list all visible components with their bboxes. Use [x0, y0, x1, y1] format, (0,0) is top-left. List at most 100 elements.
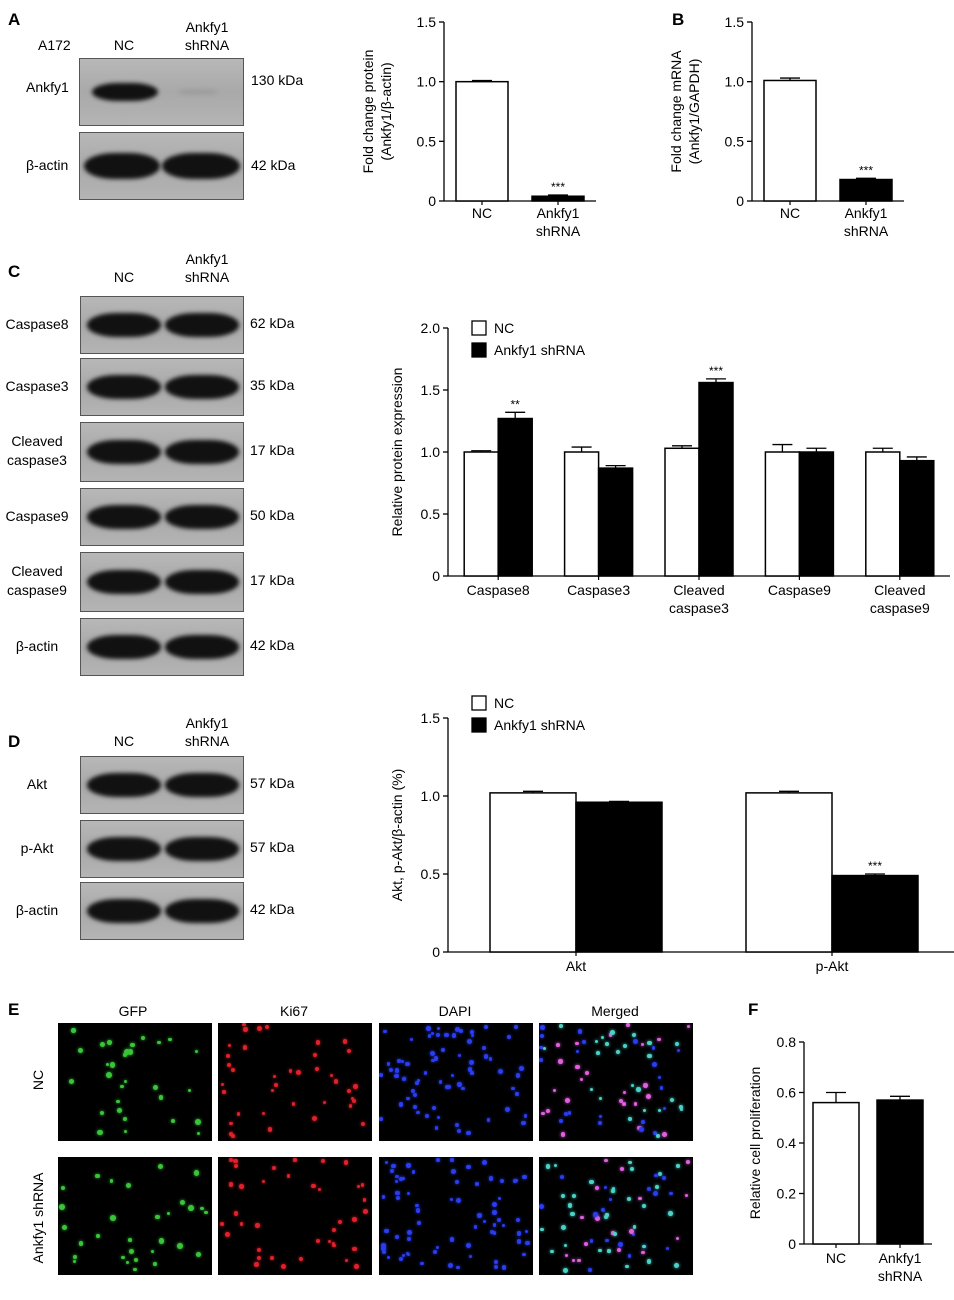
x-tick-label: NC	[780, 205, 800, 221]
x-tick-label: Ankfy1 shRNA	[536, 205, 581, 239]
panel-label-d: D	[8, 732, 21, 751]
micrograph-ki67-shrna	[218, 1157, 372, 1275]
panel-label-a: A	[8, 10, 21, 29]
y-tick-label: 1.0	[421, 788, 441, 804]
y-tick-label: 0	[428, 193, 436, 209]
significance-marker: ***	[709, 364, 723, 378]
chart-b: 0 0.5 1.0 1.5 Fold change mRNA (Ankfy1/GAPDH)…	[668, 14, 904, 239]
y-axis-label: Akt, p-Akt/β-actin (%)	[389, 769, 405, 902]
blot-strip	[80, 756, 244, 814]
kda-actin-a: 42 kDa	[251, 157, 296, 173]
kda-ankfy1: 130 kDa	[251, 72, 304, 88]
legend-swatch	[471, 695, 487, 711]
y-tick-label: 0	[432, 944, 440, 960]
x-tick-label: NC	[826, 1250, 846, 1266]
y-tick-label: 1.5	[417, 14, 437, 30]
x-tick-label: Caspase8	[467, 582, 530, 598]
kda-label: 42 kDa	[250, 637, 295, 653]
blot-label-ankfy1: Ankfy1	[26, 79, 69, 95]
blot-label: Caspase8	[5, 316, 69, 332]
x-tick-label: Cleaved caspase3	[669, 582, 729, 616]
blot-actin-a	[79, 132, 244, 200]
lane-label-shrna-d: Ankfy1 shRNA	[184, 715, 230, 749]
y-tick-label: 2.0	[421, 320, 441, 336]
micrograph-gfp-nc	[58, 1023, 212, 1141]
x-tick-label: Ankfy1 shRNA	[878, 1250, 923, 1284]
x-tick-label: Cleaved caspase9	[870, 582, 930, 616]
bar	[575, 801, 663, 953]
bar	[664, 447, 700, 577]
y-tick-label: 1.5	[725, 14, 745, 30]
bar	[865, 451, 901, 577]
micrograph-dapi-shrna	[379, 1157, 533, 1275]
kda-label: 57 kDa	[250, 839, 295, 855]
lane-label-nc: NC	[113, 37, 135, 53]
blot-strip	[80, 820, 244, 878]
row-label-shrna: Ankfy1 shRNA	[30, 1172, 46, 1264]
bar	[876, 1099, 924, 1245]
row-label-nc: NC	[30, 1069, 46, 1091]
blot-strip	[80, 488, 244, 546]
lane-label-nc-d: NC	[113, 733, 135, 749]
x-tick-label: Akt	[566, 958, 586, 974]
col-label-ki67: Ki67	[279, 1003, 309, 1019]
blot-label: Akt	[26, 776, 48, 792]
blot-label: Cleaved caspase3	[7, 433, 67, 468]
col-label-gfp: GFP	[118, 1003, 148, 1019]
blot-strip	[80, 358, 244, 416]
x-tick-label: Ankfy1 shRNA	[844, 205, 889, 239]
kda-label: 35 kDa	[250, 377, 295, 393]
legend-label: NC	[494, 320, 514, 336]
micrograph-merged-shrna	[539, 1157, 693, 1275]
cell-line-label: A172	[38, 37, 71, 53]
kda-label: 57 kDa	[250, 775, 295, 791]
y-tick-label: 0.4	[777, 1135, 797, 1151]
chart-a: 0 0.5 1.0 1.5 Fold change protein (Ankfy1/β-a…	[360, 14, 596, 239]
significance-marker: ***	[551, 180, 565, 194]
blot-label: Caspase9	[5, 508, 69, 524]
y-tick-label: 0	[788, 1236, 796, 1252]
bar	[798, 451, 835, 577]
bar	[597, 467, 634, 577]
blot-label: p-Akt	[20, 840, 54, 856]
y-axis-label: Fold change mRNA (Ankfy1/GAPDH)	[668, 50, 702, 173]
blot-strip	[80, 296, 244, 354]
micrograph-ki67-nc	[218, 1023, 372, 1141]
y-tick-label: 1.5	[421, 382, 441, 398]
bar	[497, 417, 533, 577]
x-tick-label: NC	[472, 205, 492, 221]
legend-swatch	[471, 717, 487, 733]
blot-label-actin-a: β-actin	[26, 157, 69, 173]
kda-label: 17 kDa	[250, 572, 295, 588]
bar	[489, 792, 577, 953]
micrograph-merged-nc	[539, 1023, 693, 1141]
bar	[764, 451, 801, 577]
y-tick-label: 0	[736, 193, 744, 209]
y-axis-label: Relative cell proliferation	[747, 1067, 763, 1220]
chart-f: 0 0.2 0.4 0.6 0.8 Relative cell proliferation…	[747, 1034, 932, 1284]
blot-label: Cleaved caspase9	[7, 563, 67, 598]
y-tick-label: 0.8	[777, 1034, 797, 1050]
bar	[899, 459, 935, 577]
y-tick-label: 0.5	[421, 506, 441, 522]
blot-strip	[80, 552, 244, 612]
blot-label: Caspase3	[5, 378, 69, 394]
y-tick-label: 0	[432, 568, 440, 584]
y-tick-label: 0.5	[417, 133, 437, 149]
bar	[763, 79, 817, 202]
chart-d: 0 0.5 1.0 1.5 Akt, p-Akt/β-actin (%) Akt p-Akt…	[389, 695, 954, 974]
bar	[463, 451, 499, 577]
significance-marker: ***	[859, 163, 873, 177]
y-tick-label: 1.0	[421, 444, 441, 460]
bar	[455, 80, 509, 202]
panel-label-b: B	[672, 10, 685, 29]
legend-label: Ankfy1 shRNA	[494, 342, 586, 358]
kda-label: 42 kDa	[250, 901, 295, 917]
lane-label-shrna-c: Ankfy1 shRNA	[184, 251, 230, 285]
blot-strip	[80, 882, 244, 940]
y-tick-label: 1.0	[725, 74, 745, 90]
significance-marker: ***	[868, 859, 882, 873]
bar	[812, 1101, 860, 1245]
kda-label: 50 kDa	[250, 507, 295, 523]
x-tick-label: Caspase3	[567, 582, 630, 598]
